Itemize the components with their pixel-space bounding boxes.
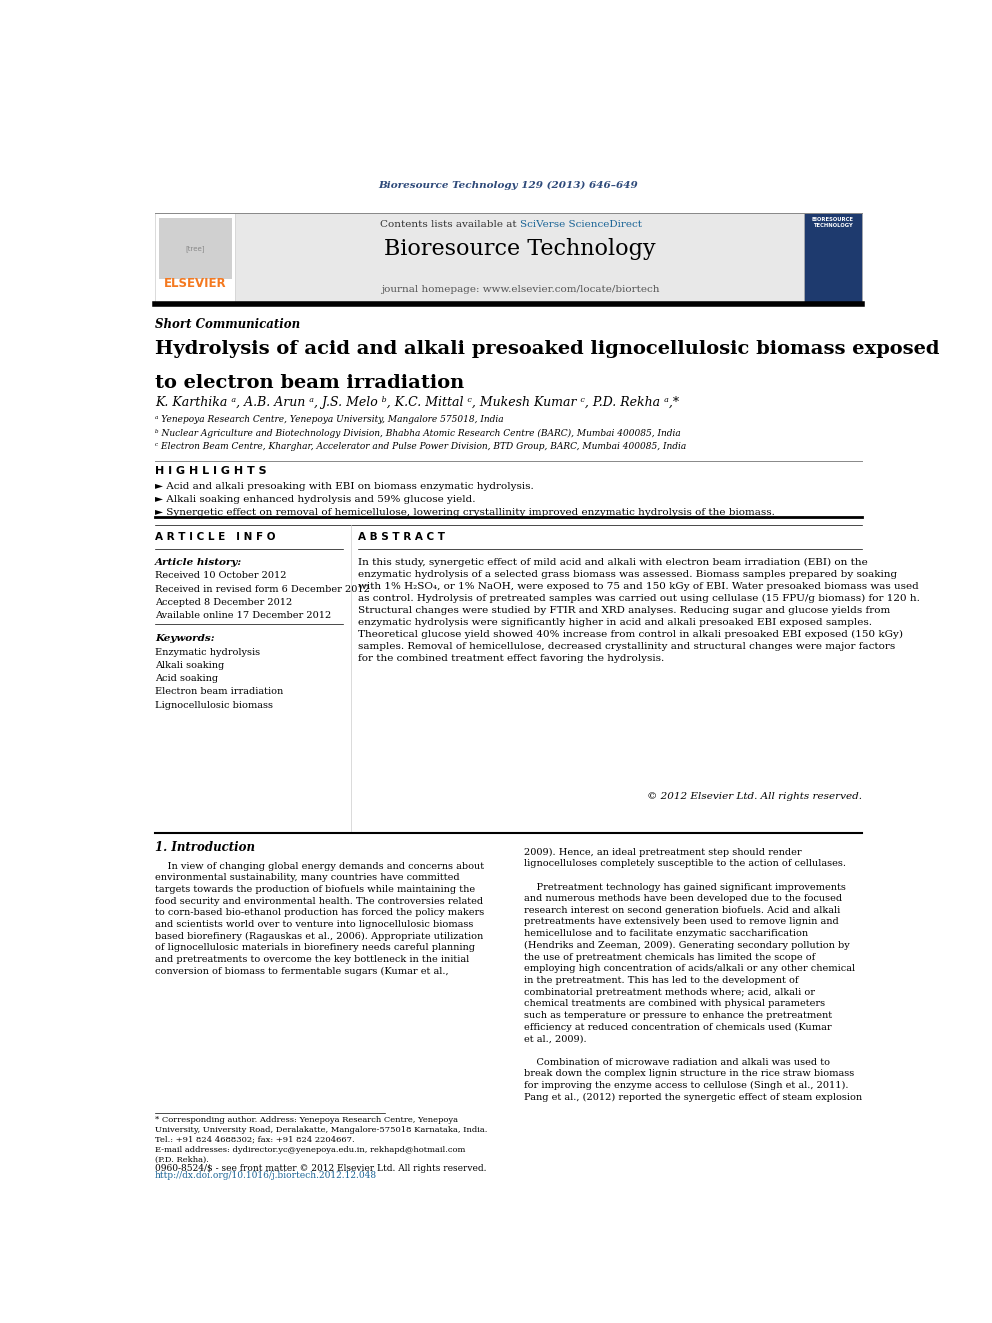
Text: Enzymatic hydrolysis: Enzymatic hydrolysis	[155, 648, 260, 656]
Text: K. Karthika ᵃ, A.B. Arun ᵃ, J.S. Melo ᵇ, K.C. Mittal ᶜ, Mukesh Kumar ᶜ, P.D. Rek: K. Karthika ᵃ, A.B. Arun ᵃ, J.S. Melo ᵇ,…	[155, 396, 679, 409]
Text: ᶜ Electron Beam Centre, Kharghar, Accelerator and Pulse Power Division, BTD Grou: ᶜ Electron Beam Centre, Kharghar, Accele…	[155, 442, 686, 451]
Bar	[805, 213, 862, 304]
Text: In this study, synergetic effect of mild acid and alkali with electron beam irra: In this study, synergetic effect of mild…	[358, 558, 921, 663]
Text: Received 10 October 2012: Received 10 October 2012	[155, 572, 287, 581]
Text: Contents lists available at: Contents lists available at	[380, 220, 520, 229]
Text: Hydrolysis of acid and alkali presoaked lignocellulosic biomass exposed: Hydrolysis of acid and alkali presoaked …	[155, 340, 939, 359]
Text: Article history:: Article history:	[155, 558, 242, 568]
Text: Accepted 8 December 2012: Accepted 8 December 2012	[155, 598, 292, 607]
Text: ELSEVIER: ELSEVIER	[164, 278, 226, 290]
Text: In view of changing global energy demands and concerns about
environmental susta: In view of changing global energy demand…	[155, 861, 484, 976]
Text: Electron beam irradiation: Electron beam irradiation	[155, 688, 283, 696]
Text: ► Alkali soaking enhanced hydrolysis and 59% glucose yield.: ► Alkali soaking enhanced hydrolysis and…	[155, 495, 475, 504]
Text: Alkali soaking: Alkali soaking	[155, 662, 224, 669]
Text: Available online 17 December 2012: Available online 17 December 2012	[155, 611, 331, 620]
Text: 0960-8524/$ - see front matter © 2012 Elsevier Ltd. All rights reserved.: 0960-8524/$ - see front matter © 2012 El…	[155, 1164, 486, 1174]
Text: A R T I C L E   I N F O: A R T I C L E I N F O	[155, 532, 275, 541]
Text: Keywords:: Keywords:	[155, 635, 214, 643]
Text: 2009). Hence, an ideal pretreatment step should render
lignocelluloses completel: 2009). Hence, an ideal pretreatment step…	[524, 848, 862, 1102]
Text: ► Acid and alkali presoaking with EBI on biomass enzymatic hydrolysis.: ► Acid and alkali presoaking with EBI on…	[155, 482, 534, 491]
Text: SciVerse ScienceDirect: SciVerse ScienceDirect	[520, 220, 642, 229]
Text: Bioresource Technology: Bioresource Technology	[384, 238, 656, 261]
Text: ᵃ Yenepoya Research Centre, Yenepoya University, Mangalore 575018, India: ᵃ Yenepoya Research Centre, Yenepoya Uni…	[155, 415, 503, 425]
Text: Received in revised form 6 December 2012: Received in revised form 6 December 2012	[155, 585, 370, 594]
Text: journal homepage: www.elsevier.com/locate/biortech: journal homepage: www.elsevier.com/locat…	[381, 286, 659, 294]
Text: ► Synergetic effect on removal of hemicellulose, lowering crystallinity improved: ► Synergetic effect on removal of hemice…	[155, 508, 775, 517]
Text: A B S T R A C T: A B S T R A C T	[358, 532, 445, 541]
Text: Short Communication: Short Communication	[155, 318, 300, 331]
Text: ᵇ Nuclear Agriculture and Biotechnology Division, Bhabha Atomic Research Centre : ᵇ Nuclear Agriculture and Biotechnology …	[155, 429, 681, 438]
Text: Lignocellulosic biomass: Lignocellulosic biomass	[155, 701, 273, 709]
Text: H I G H L I G H T S: H I G H L I G H T S	[155, 467, 267, 476]
Text: http://dx.doi.org/10.1016/j.biortech.2012.12.048: http://dx.doi.org/10.1016/j.biortech.201…	[155, 1171, 377, 1180]
Text: BIORESOURCE
TECHNOLOGY: BIORESOURCE TECHNOLOGY	[811, 217, 854, 228]
Text: [tree]: [tree]	[185, 245, 204, 251]
Bar	[235, 213, 805, 304]
Text: Bioresource Technology 129 (2013) 646–649: Bioresource Technology 129 (2013) 646–64…	[379, 181, 638, 191]
Text: 1. Introduction: 1. Introduction	[155, 841, 255, 855]
Text: * Corresponding author. Address: Yenepoya Research Centre, Yenepoya
University, : * Corresponding author. Address: Yenepoy…	[155, 1117, 487, 1163]
Text: to electron beam irradiation: to electron beam irradiation	[155, 373, 464, 392]
Bar	[159, 218, 231, 279]
Bar	[155, 213, 235, 304]
Text: © 2012 Elsevier Ltd. All rights reserved.: © 2012 Elsevier Ltd. All rights reserved…	[647, 792, 862, 802]
Text: Acid soaking: Acid soaking	[155, 675, 218, 683]
